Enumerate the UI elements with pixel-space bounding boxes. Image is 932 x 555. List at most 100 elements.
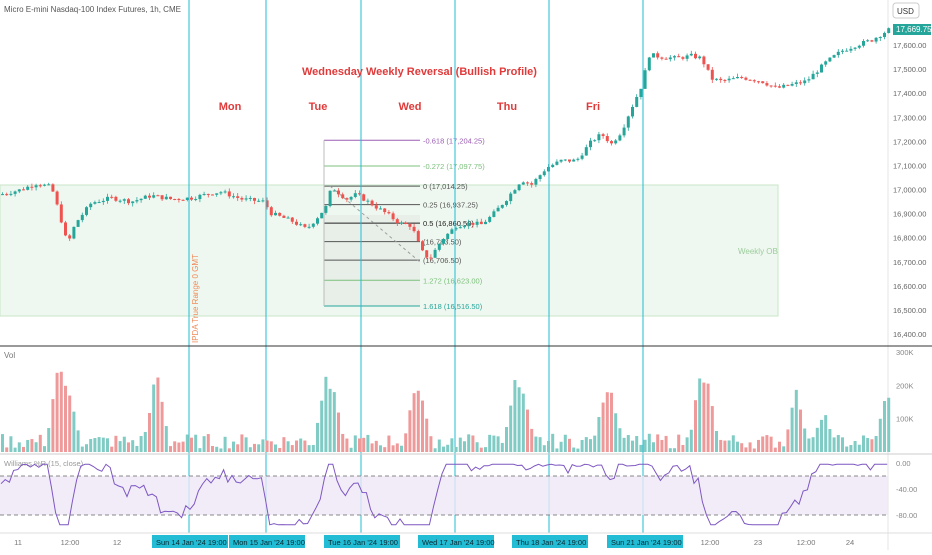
candle-body: [173, 198, 177, 200]
volume-bar: [513, 380, 517, 452]
fib-level-label: -0.618 (17,204.25): [423, 136, 485, 145]
volume-bar: [433, 448, 437, 452]
candle-body: [551, 164, 555, 168]
time-highlight-badge: [152, 535, 228, 548]
volume-bar: [9, 436, 13, 452]
volume-bar: [681, 444, 685, 452]
price-tick: 16,700.00: [893, 258, 926, 267]
time-axis[interactable]: 11 12:00 12 12:00 23 12:00 24 Sun 14 Jan '24 19…: [14, 535, 854, 548]
volume-bar: [22, 446, 25, 452]
candle-body: [610, 141, 613, 144]
volume-bar: [673, 448, 676, 452]
price-tick: 17,600.00: [893, 41, 926, 50]
volume-bar: [345, 438, 349, 452]
volume-bar: [643, 439, 647, 452]
volume-bar: [786, 429, 790, 452]
volume-bar: [576, 448, 580, 452]
candle-body: [500, 204, 504, 208]
candle-body: [244, 198, 248, 200]
candle-body: [404, 222, 408, 224]
candle-body: [450, 229, 454, 234]
volume-bar: [530, 428, 534, 452]
volume-bar: [110, 446, 114, 452]
volume-bar: [425, 418, 429, 452]
candle-body: [240, 197, 244, 200]
volume-bar: [652, 442, 655, 452]
candle-body: [820, 64, 823, 73]
candle-body: [509, 193, 513, 202]
wpr-line: [0, 463, 888, 526]
volume-bar: [622, 437, 626, 452]
candle-body: [542, 171, 546, 176]
candle-body: [181, 199, 185, 201]
symbol-title: Micro E-mini Nasdaq-100 Index Futures, 1…: [4, 5, 181, 14]
volume-bar: [185, 434, 189, 452]
time-tick: 24: [846, 538, 854, 547]
volume-bar: [429, 436, 433, 452]
candle-body: [110, 196, 114, 198]
candle-body: [55, 191, 59, 205]
candle-body: [278, 212, 282, 216]
fib-retracement[interactable]: -0.618 (17,204.25) -0.272 (17,097.75) 0 (1…: [323, 136, 485, 311]
candle-body: [744, 77, 748, 80]
volume-label: Vol: [4, 351, 15, 360]
candle-body: [799, 82, 802, 84]
candle-body: [425, 250, 429, 258]
candle-body: [85, 207, 88, 215]
candle-body: [769, 85, 773, 87]
candle-body: [677, 56, 681, 58]
candle-body: [101, 200, 105, 203]
volume-bar: [257, 444, 261, 452]
candle-body: [660, 57, 664, 59]
volume-bar: [286, 441, 290, 452]
currency-button[interactable]: [892, 2, 920, 19]
candle-body: [778, 86, 781, 88]
volume-bar: [479, 447, 483, 452]
volume-bar: [706, 383, 710, 452]
volume-bar: [492, 435, 496, 452]
wpr-tick: 0.00: [896, 459, 911, 468]
candle-body: [307, 226, 311, 228]
candle-body: [148, 195, 151, 198]
volume-bar: [47, 428, 51, 452]
volume-bar: [773, 447, 777, 452]
volume-bar: [874, 436, 878, 452]
volume-bar: [177, 442, 181, 452]
wpr-axis: 0.00 -40.00 -80.00: [896, 459, 917, 520]
candle-body: [22, 189, 25, 191]
volume-bar: [30, 439, 34, 452]
candle-body: [164, 196, 168, 200]
candle-body: [698, 56, 702, 59]
candle-body: [521, 182, 525, 185]
candle-body: [748, 79, 752, 81]
volume-bar: [122, 436, 126, 452]
volume-bar: [572, 447, 576, 452]
volume-bar: [559, 441, 563, 452]
volume-bar: [631, 440, 634, 452]
volume-bar: [509, 405, 513, 452]
candle-body: [639, 88, 643, 97]
volume-bar: [383, 447, 387, 452]
volume-bar: [727, 440, 731, 452]
volume-bar: [181, 441, 185, 452]
candle-body: [236, 196, 240, 198]
time-highlight-badge: [324, 535, 400, 548]
volume-bar: [353, 435, 357, 452]
volume-bar: [227, 448, 231, 452]
volume-bar: [139, 436, 143, 452]
candle-body: [757, 81, 760, 83]
candle-body: [589, 140, 592, 148]
candle-body: [311, 223, 315, 227]
candle-body: [580, 155, 584, 159]
volume-bar: [391, 445, 395, 452]
candle-body: [454, 228, 458, 230]
candle-body: [265, 200, 269, 208]
fib-level-label: (16,706.50): [423, 256, 462, 265]
candle-body: [782, 84, 786, 88]
price-tick: 16,900.00: [893, 210, 926, 219]
fib-level-label: -0.272 (17,097.75): [423, 162, 485, 171]
candle-body: [467, 222, 471, 227]
candle-body: [152, 195, 156, 198]
volume-bar: [76, 430, 80, 452]
